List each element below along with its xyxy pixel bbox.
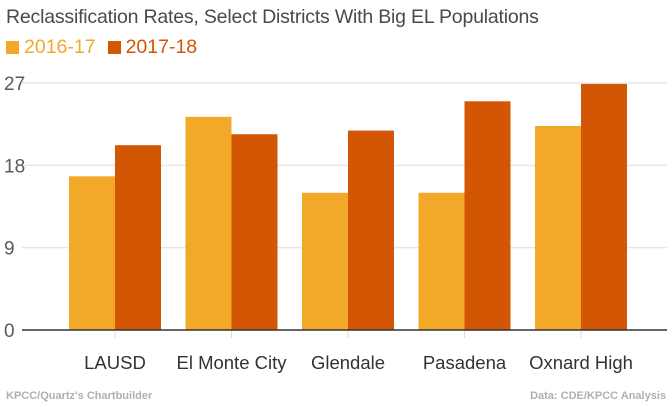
y-tick-label: 18 [4,156,25,177]
y-tick-label: 27 [4,74,25,95]
category-label: LAUSD [84,352,146,373]
legend-item-2017-18: 2017-18 [107,36,198,59]
category-label: Glendale [311,352,385,373]
bar-2016-17-oxnard-high [535,125,581,330]
bar-2017-18-el-monte-city [231,134,278,330]
legend-swatch-2017-18 [107,41,121,54]
bar-2017-18-pasadena [464,101,511,330]
category-label: Oxnard High [529,352,633,373]
legend-label: 2016-17 [24,36,96,58]
bar-2016-17-pasadena [418,192,465,330]
legend: 2016-17 2017-18 [6,36,197,59]
category-label: Pasadena [423,352,507,373]
bar-2017-18-glendale [348,130,394,330]
legend-item-2016-17: 2016-17 [6,36,96,59]
legend-swatch-2016-17 [6,41,19,54]
bar-2016-17-el-monte-city [185,116,232,330]
bar-2017-18-oxnard-high [581,83,627,330]
y-tick-label: 9 [4,239,15,260]
category-label: El Monte City [176,352,287,373]
chart-credit: KPCC/Quartz's Chartbuilder [6,390,153,402]
bar-2016-17-glendale [302,192,348,330]
y-tick-label: 0 [4,321,15,342]
chart-title: Reclassification Rates, Select Districts… [6,6,539,28]
bar-2017-18-lausd [115,145,161,330]
legend-label: 2017-18 [125,36,198,58]
bar-2016-17-lausd [69,176,115,330]
data-source: Data: CDE/KPCC Analysis [530,390,666,402]
